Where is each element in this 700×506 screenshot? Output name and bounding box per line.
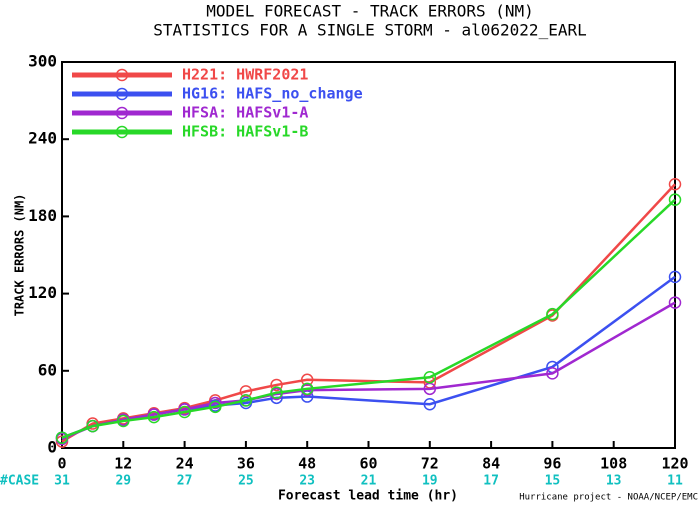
point-marker xyxy=(300,382,314,396)
point-marker xyxy=(423,370,437,384)
point-marker xyxy=(86,419,99,433)
legend-label: H221: HWRF2021 xyxy=(182,66,308,84)
x-tick-label: 72 xyxy=(421,455,439,473)
case-count: 25 xyxy=(238,474,254,489)
legend-marker xyxy=(115,125,129,139)
y-tick-label: 60 xyxy=(38,360,57,379)
legend-marker xyxy=(115,106,129,120)
point-marker xyxy=(239,394,253,407)
legend-marker xyxy=(115,68,129,82)
point-marker xyxy=(55,431,69,444)
case-count: 17 xyxy=(483,474,499,489)
case-count: 15 xyxy=(545,474,561,489)
x-axis-label: Forecast lead time (hr) xyxy=(278,489,458,504)
point-marker xyxy=(117,414,130,428)
x-tick-label: 48 xyxy=(298,455,316,473)
case-count: 13 xyxy=(606,474,622,489)
y-axis-label: TRACK ERRORS (NM) xyxy=(13,194,27,317)
case-count: 19 xyxy=(422,474,438,489)
case-count: 27 xyxy=(177,474,193,489)
case-count: 21 xyxy=(361,474,377,489)
series-line xyxy=(61,183,676,443)
case-label: #CASE xyxy=(0,474,39,489)
legend-marker xyxy=(115,87,129,101)
point-marker xyxy=(209,396,222,410)
point-marker xyxy=(668,270,682,284)
y-tick-label: 120 xyxy=(28,283,57,302)
point-marker xyxy=(423,398,437,411)
series-line xyxy=(61,198,676,439)
case-count: 23 xyxy=(299,474,315,489)
x-tick-label: 96 xyxy=(543,455,561,473)
point-marker xyxy=(270,378,283,392)
point-marker xyxy=(270,386,283,399)
point-marker xyxy=(668,193,682,206)
x-tick-label: 24 xyxy=(176,455,194,473)
footer: Hurricane project - NOAA/NCEP/EMC xyxy=(519,493,698,503)
point-marker xyxy=(546,367,559,380)
x-tick-label: 36 xyxy=(237,455,255,473)
y-tick-label: 300 xyxy=(28,52,57,71)
legend-label: HG16: HAFS_no_change xyxy=(182,85,363,103)
case-count: 31 xyxy=(54,474,70,489)
x-tick-label: 12 xyxy=(114,455,132,473)
point-marker xyxy=(178,405,191,419)
x-tick-label: 84 xyxy=(482,455,500,473)
legend-label: HFSB: HAFSv1-B xyxy=(182,123,308,141)
point-marker xyxy=(668,296,682,309)
x-tick-label: 108 xyxy=(600,455,627,473)
case-count: 11 xyxy=(667,474,683,489)
chart-title: MODEL FORECAST - TRACK ERRORS (NM) xyxy=(206,2,534,21)
y-tick-label: 0 xyxy=(47,438,57,457)
legend-label: HFSA: HAFSv1-A xyxy=(182,104,308,122)
point-marker xyxy=(147,410,161,424)
x-tick-label: 60 xyxy=(359,455,377,473)
point-marker xyxy=(209,400,222,414)
chart-subtitle: STATISTICS FOR A SINGLE STORM - al062022… xyxy=(153,21,586,40)
point-marker xyxy=(546,307,559,321)
y-tick-label: 240 xyxy=(28,129,57,148)
case-count: 29 xyxy=(115,474,131,489)
x-tick-label: 120 xyxy=(661,455,688,473)
y-tick-label: 180 xyxy=(28,206,57,225)
x-tick-label: 0 xyxy=(57,455,66,473)
point-marker xyxy=(668,177,682,191)
